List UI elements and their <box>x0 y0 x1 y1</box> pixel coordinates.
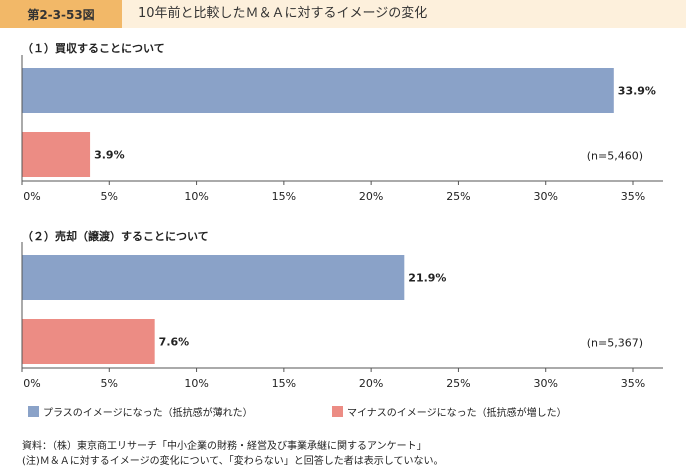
bar-value-label: 21.9% <box>408 272 446 285</box>
bar-plus <box>22 255 405 300</box>
x-tick-label: 0% <box>23 377 40 390</box>
x-tick-label: 30% <box>533 377 557 390</box>
panel-2-title: （２）売却（譲渡）することについて <box>22 230 209 243</box>
figure-label: 第2-3-53図 <box>0 0 122 28</box>
legend-swatch-plus <box>28 405 39 417</box>
legend-swatch-minus <box>332 405 343 417</box>
sample-size-label: (n=5,460) <box>587 150 643 163</box>
legend-label-plus: プラスのイメージになった（抵抗感が薄れた） <box>43 407 253 419</box>
panel-1-chart: 33.9% 3.9% (n=5,460) 0% 5% 10% 15% 20% 25% 30% 35% <box>21 55 663 203</box>
legend-item-plus: プラスのイメージになった（抵抗感が薄れた） <box>28 404 253 419</box>
panel-2-chart: 21.9% 7.6% (n=5,367) 0% 5% 10% 15% 20% 25% 30% 35% <box>21 242 663 390</box>
x-tick-label: 25% <box>446 377 470 390</box>
figure-header: 第2-3-53図 10年前と比較したＭ＆Ａに対するイメージの変化 <box>0 0 686 28</box>
x-tick-label: 30% <box>533 190 557 203</box>
bar-value-label: 7.6% <box>159 336 190 349</box>
bar-plus <box>22 68 614 113</box>
source-note: 資料：（株）東京商工リサーチ「中小企業の財務・経営及び事業承継に関するアンケート… <box>22 441 427 452</box>
x-tick-label: 15% <box>272 377 296 390</box>
sample-size-label: (n=5,367) <box>587 337 643 350</box>
legend-label-minus: マイナスのイメージになった（抵抗感が増した） <box>347 407 567 419</box>
x-tick-label: 5% <box>101 190 118 203</box>
bar-value-label: 33.9% <box>618 85 656 98</box>
footnote: (注)Ｍ＆Ａに対するイメージの変化について、「変わらない」と回答した者は表示して… <box>22 456 444 467</box>
x-tick-label: 20% <box>359 190 383 203</box>
bar-minus <box>22 132 91 177</box>
panel-1-title: （１）買収することについて <box>22 42 165 55</box>
x-tick-label: 5% <box>101 377 118 390</box>
figure-title: 10年前と比較したＭ＆Ａに対するイメージの変化 <box>138 6 428 21</box>
bar-value-label: 3.9% <box>94 149 125 162</box>
x-tick-label: 35% <box>621 190 645 203</box>
x-tick-label: 10% <box>184 377 208 390</box>
x-tick-label: 0% <box>23 190 40 203</box>
x-tick-label: 25% <box>446 190 470 203</box>
x-tick-label: 35% <box>621 377 645 390</box>
x-tick-label: 10% <box>184 190 208 203</box>
header-title-background <box>122 0 686 28</box>
legend-item-minus: マイナスのイメージになった（抵抗感が増した） <box>332 404 567 419</box>
bar-minus <box>22 319 155 364</box>
x-tick-label: 20% <box>359 377 383 390</box>
x-tick-label: 15% <box>272 190 296 203</box>
